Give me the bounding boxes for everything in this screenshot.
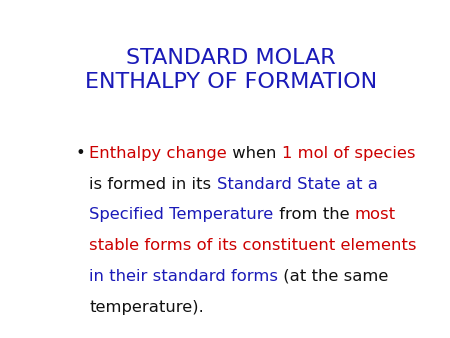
Text: when: when xyxy=(227,146,282,161)
Text: Standard State at a: Standard State at a xyxy=(217,177,378,192)
Text: STANDARD MOLAR
ENTHALPY OF FORMATION: STANDARD MOLAR ENTHALPY OF FORMATION xyxy=(85,48,377,92)
Text: Enthalpy change: Enthalpy change xyxy=(90,146,227,161)
Text: •: • xyxy=(76,146,85,161)
Text: is formed in its: is formed in its xyxy=(90,177,217,192)
Text: Specified Temperature: Specified Temperature xyxy=(90,208,274,222)
Text: stable forms of its constituent elements: stable forms of its constituent elements xyxy=(90,238,417,253)
Text: from the: from the xyxy=(274,208,355,222)
Text: (at the same: (at the same xyxy=(279,269,389,284)
Text: temperature).: temperature). xyxy=(90,299,204,315)
Text: in their standard forms: in their standard forms xyxy=(90,269,279,284)
Text: most: most xyxy=(355,208,396,222)
Text: 1 mol of species: 1 mol of species xyxy=(282,146,415,161)
